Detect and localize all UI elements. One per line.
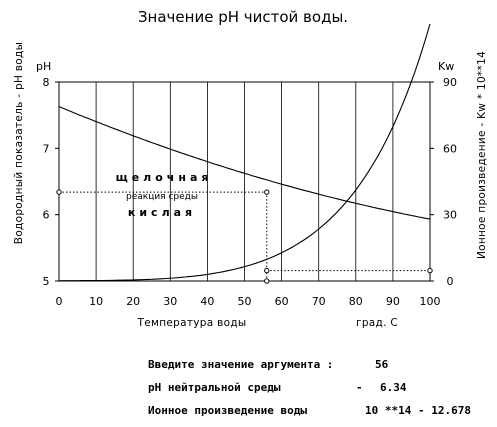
right-tick-label-30: 30 xyxy=(443,209,457,222)
left-axis-label: Водородный показатель - pH воды xyxy=(13,42,25,244)
ph-dash: - xyxy=(356,381,363,394)
right-tick-label-90: 90 xyxy=(443,76,457,89)
left-tick-label-7: 7 xyxy=(43,142,50,155)
x-tick-label-10: 10 xyxy=(89,295,103,308)
series-line-ph xyxy=(58,105,431,220)
ph-label: pH нейтральной среды xyxy=(148,381,281,394)
x-axis-label: Температура воды xyxy=(137,317,247,329)
marker-point-x-axis xyxy=(264,278,270,284)
right-axis-label: Ионное произведение - Kw * 10**14 xyxy=(476,51,488,259)
left-tick-label-6: 6 xyxy=(43,209,50,222)
x-tick-label-80: 80 xyxy=(349,295,363,308)
x-tick-label-90: 90 xyxy=(386,295,400,308)
argument-value: 56 xyxy=(375,358,389,371)
x-tick-label-100: 100 xyxy=(420,295,441,308)
region-label-acidic: кислая xyxy=(128,206,196,219)
series-line-kw xyxy=(58,23,431,282)
region-label-reaction: реакция среды xyxy=(126,192,198,202)
right-tick-label-60: 60 xyxy=(443,142,457,155)
x-tick-label-0: 0 xyxy=(56,295,63,308)
chart-title: Значение pH чистой воды. xyxy=(138,8,348,26)
x-axis-unit: град. С xyxy=(356,317,398,329)
marker-point-ph xyxy=(264,189,270,195)
marker-point-kw xyxy=(264,267,270,274)
x-tick-label-70: 70 xyxy=(312,295,326,308)
x-tick-label-30: 30 xyxy=(163,295,177,308)
right-tick-label-0: 0 xyxy=(447,275,454,288)
argument-label: Введите значение аргумента : xyxy=(148,358,333,371)
left-axis-name: pH xyxy=(36,60,51,73)
marker-point-ph-axis xyxy=(56,189,62,195)
x-tick-label-40: 40 xyxy=(200,295,214,308)
ion-label: Ионное произведение воды xyxy=(148,404,307,417)
region-label-alkaline: щелочная xyxy=(116,171,213,184)
left-tick-label-8: 8 xyxy=(43,76,50,89)
ion-value: 10 **14 - 12.678 xyxy=(365,404,471,417)
x-tick-label-50: 50 xyxy=(238,295,252,308)
x-tick-label-60: 60 xyxy=(275,295,289,308)
ph-value: 6.34 xyxy=(380,381,407,394)
left-tick-label-5: 5 xyxy=(43,275,50,288)
right-axis-name: Kw xyxy=(438,60,454,73)
marker-point-kw-axis xyxy=(427,267,433,274)
x-tick-label-20: 20 xyxy=(126,295,140,308)
